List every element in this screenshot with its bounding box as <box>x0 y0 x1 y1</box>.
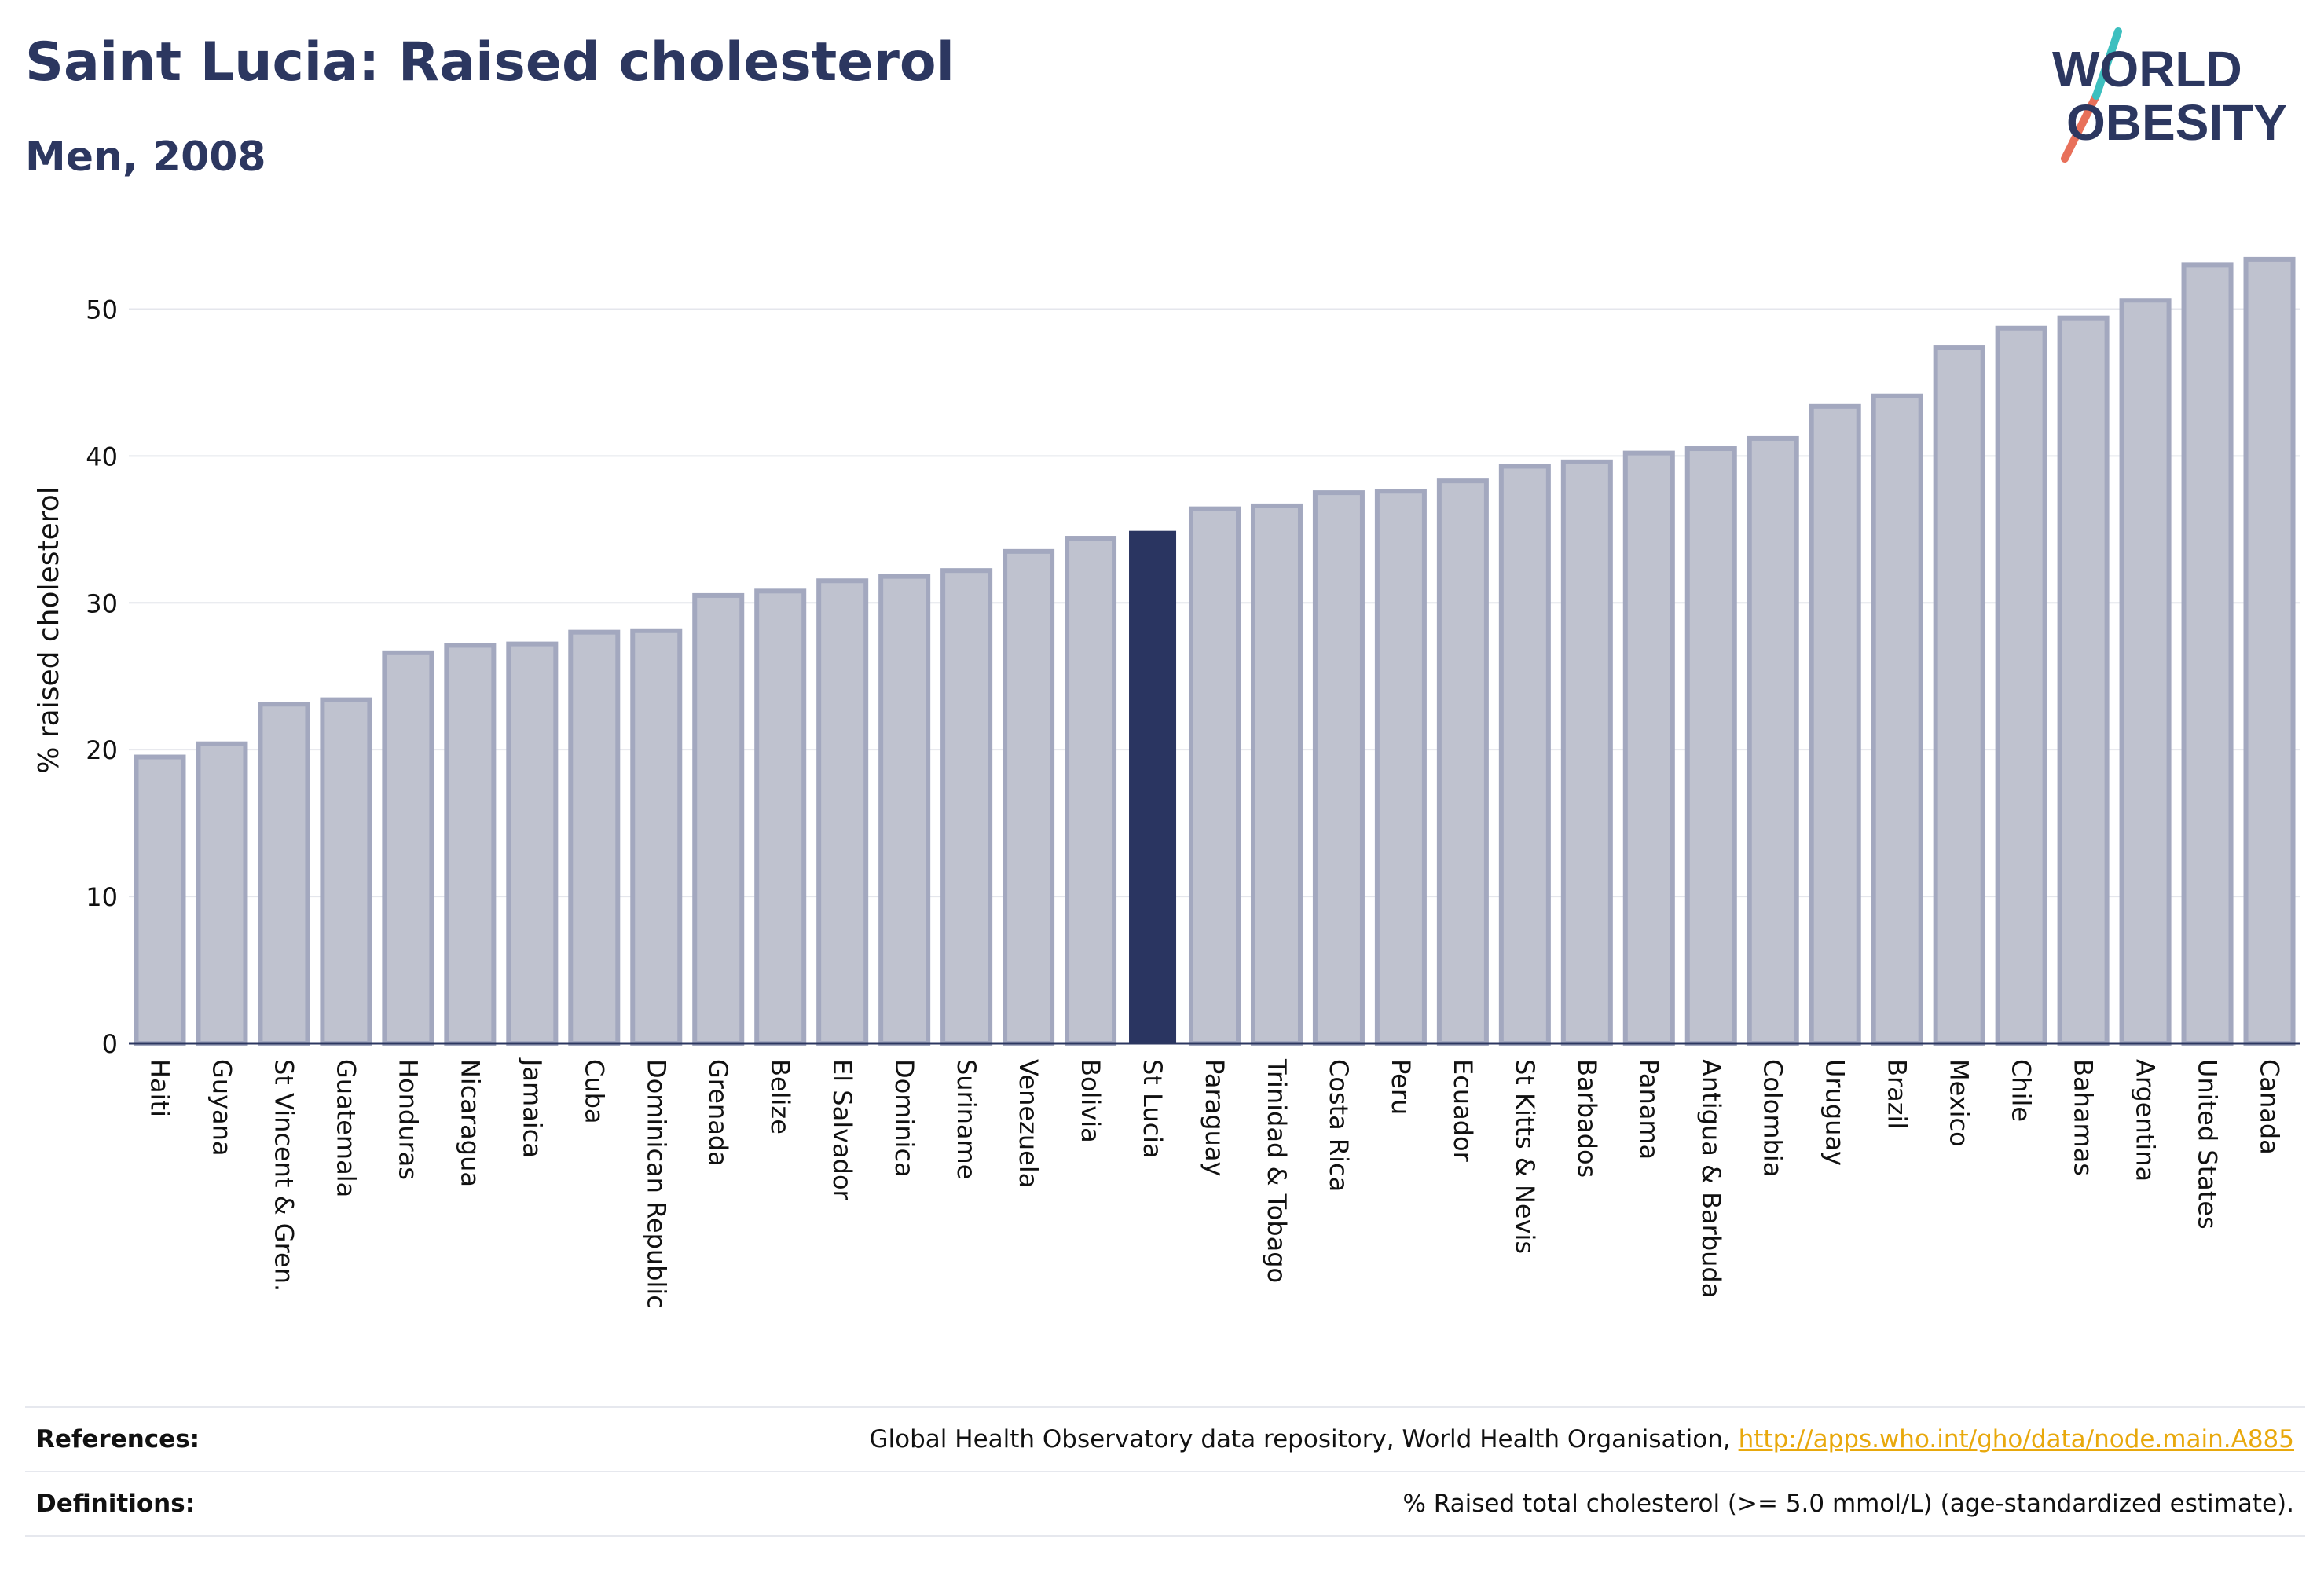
definitions-label: Definitions: <box>36 1490 196 1518</box>
x-tick-label: Argentina <box>2131 1059 2161 1182</box>
bar <box>1250 503 1303 1046</box>
bars <box>134 256 2296 1046</box>
x-tick-label: Bahamas <box>2069 1059 2099 1176</box>
bar <box>1003 548 1055 1046</box>
bar <box>1374 489 1427 1046</box>
y-tick-label: 50 <box>86 295 118 324</box>
bar <box>1188 506 1241 1046</box>
x-tick-label: Cuba <box>579 1059 609 1124</box>
bar <box>382 650 434 1046</box>
x-tick-label: Trinidad & Tobago <box>1262 1058 1292 1283</box>
logo-slash-top <box>2092 27 2122 100</box>
x-tick-label: St Vincent & Gren. <box>269 1059 299 1292</box>
x-tick-label: Grenada <box>703 1059 733 1167</box>
definitions-row: Definitions: % Raised total cholesterol … <box>25 1471 2305 1537</box>
x-tick-label: Colombia <box>1758 1059 1788 1177</box>
category-labels: Haiti Guyana St Vincent & Gren. Guatemala Ho… <box>145 1057 2284 1309</box>
bar <box>940 568 993 1046</box>
y-tick-label: 30 <box>86 588 118 618</box>
references-row: References: Global Health Observatory da… <box>25 1406 2305 1471</box>
x-tick-label: Guyana <box>207 1059 236 1156</box>
bar-highlight <box>1129 530 1177 1043</box>
bar <box>2181 262 2234 1046</box>
bar <box>2243 256 2296 1046</box>
x-tick-label: Jamaica <box>517 1057 547 1158</box>
x-tick-label: Paraguay <box>1200 1059 1230 1176</box>
x-tick-label: Venezuela <box>1014 1059 1043 1188</box>
x-tick-label: Antigua & Barbuda <box>1696 1059 1726 1298</box>
x-tick-label: United States <box>2193 1059 2223 1230</box>
logo-slash-bottom <box>2061 92 2100 163</box>
y-tick-label: 10 <box>86 882 118 912</box>
bar <box>692 592 745 1046</box>
logo-text-obesity: OBESITY <box>2066 94 2287 151</box>
x-tick-label: Mexico <box>1945 1059 1974 1147</box>
bar <box>1622 450 1675 1046</box>
bar <box>1809 403 1861 1046</box>
x-tick-label: Dominican Republic <box>641 1059 671 1309</box>
bar <box>568 629 621 1046</box>
bar <box>878 574 931 1046</box>
x-tick-label: Nicaragua <box>455 1059 485 1187</box>
definitions-text: % Raised total cholesterol (>= 5.0 mmol/… <box>1402 1490 2294 1518</box>
bar <box>1498 464 1551 1046</box>
bar <box>1871 393 1923 1046</box>
x-tick-label: Dominica <box>889 1059 919 1178</box>
x-tick-label: Brazil <box>1882 1059 1912 1129</box>
x-tick-label: Peru <box>1386 1059 1416 1115</box>
x-tick-label: Suriname <box>951 1059 981 1179</box>
y-tick-label: 20 <box>86 735 118 765</box>
x-tick-label: Honduras <box>393 1059 423 1180</box>
bar <box>196 741 248 1046</box>
y-tick-label: 40 <box>86 442 118 471</box>
logo-text-world: WORLD <box>2052 41 2242 97</box>
bar <box>2119 298 2172 1046</box>
bar <box>2057 315 2110 1046</box>
y-tick-label: 0 <box>102 1029 118 1059</box>
x-tick-label: St Lucia <box>1138 1059 1167 1159</box>
references-value: Global Health Observatory data repositor… <box>870 1425 2305 1453</box>
x-tick-label: Bolivia <box>1076 1059 1105 1143</box>
bar-chart: 0 10 20 30 40 50 Haiti Guyana St Vincent & Gren… <box>33 256 2300 1309</box>
bar <box>630 628 683 1046</box>
references-link[interactable]: http://apps.who.int/gho/data/node.main.A… <box>1738 1425 2294 1453</box>
bar <box>1312 490 1365 1046</box>
bar <box>1436 478 1489 1046</box>
bar <box>320 697 372 1046</box>
bar <box>506 641 559 1046</box>
bar <box>816 578 869 1046</box>
x-tick-label: Belize <box>765 1059 795 1134</box>
bar <box>1747 435 1799 1046</box>
bar <box>1995 325 2047 1046</box>
axes: 0 10 20 30 40 50 <box>86 295 2300 1059</box>
x-tick-label: Costa Rica <box>1324 1059 1354 1192</box>
bar <box>134 754 186 1046</box>
bar <box>1684 446 1737 1046</box>
references-label: References: <box>36 1425 200 1453</box>
bar <box>754 588 807 1046</box>
chart-subtitle: Men, 2008 <box>25 134 266 181</box>
x-tick-label: Canada <box>2255 1059 2285 1155</box>
x-tick-label: Panama <box>1634 1059 1664 1160</box>
bar <box>444 643 497 1046</box>
bar <box>1560 459 1613 1046</box>
bar <box>1065 536 1117 1046</box>
x-tick-label: Ecuador <box>1448 1059 1478 1163</box>
y-axis-label: % raised cholesterol <box>33 486 65 774</box>
references-text: Global Health Observatory data repositor… <box>869 1425 1731 1453</box>
chart-footer: References: Global Health Observatory da… <box>25 1406 2305 1537</box>
world-obesity-logo: WORLD OBESITY <box>2052 27 2287 163</box>
chart-title: Saint Lucia: Raised cholesterol <box>25 31 955 93</box>
bar <box>258 702 310 1046</box>
x-tick-label: Haiti <box>145 1059 174 1117</box>
x-tick-label: St Kitts & Nevis <box>1510 1059 1540 1254</box>
x-tick-label: Barbados <box>1572 1059 1602 1178</box>
x-tick-label: Uruguay <box>1820 1059 1850 1166</box>
bar <box>1933 345 1985 1046</box>
x-tick-label: Chile <box>2007 1059 2036 1122</box>
x-tick-label: El Salvador <box>827 1059 857 1201</box>
x-tick-label: Guatemala <box>331 1059 361 1197</box>
